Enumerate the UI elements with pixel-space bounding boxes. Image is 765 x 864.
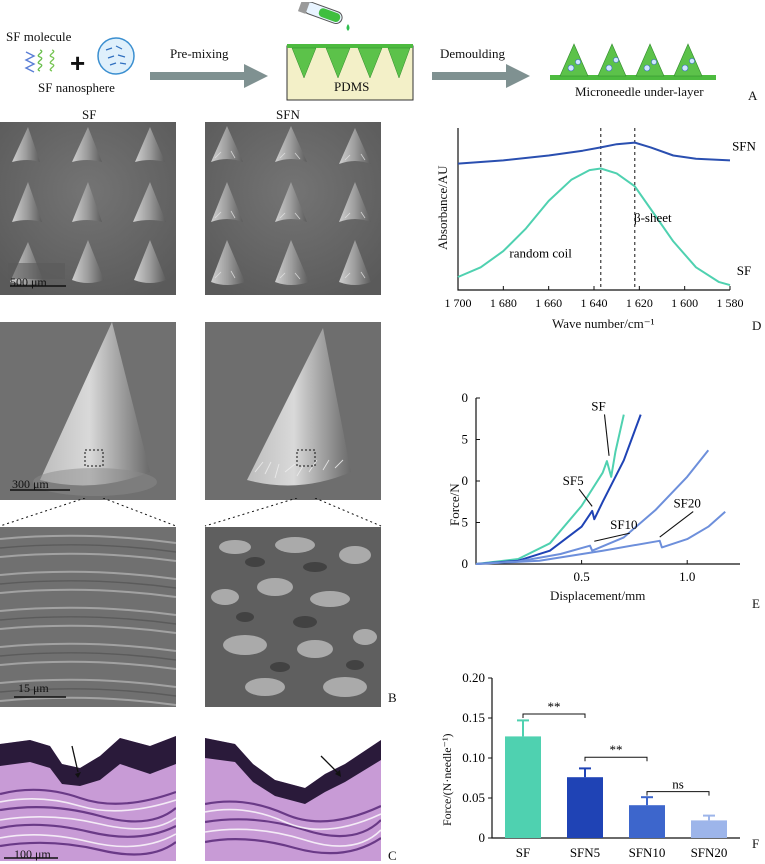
sem-image-sf-array — [0, 122, 176, 295]
ftir-xtick-label: 1 660 — [535, 296, 562, 310]
ftir-annotation-random-coil: random coil — [509, 246, 572, 261]
ftir-xtick-label: 1 600 — [671, 296, 698, 310]
bar-ytick-label: 0.05 — [462, 790, 485, 805]
significance-label: ns — [672, 777, 684, 792]
panel-letter-a: A — [748, 88, 758, 103]
bar-ytick-label: 0 — [479, 830, 486, 845]
sem-image-sfn-array — [205, 122, 381, 295]
premixing-arrow — [150, 64, 268, 88]
force-annotation: SF10 — [610, 517, 637, 532]
bar-ytick-label: 0.10 — [462, 750, 485, 765]
ftir-xtick-label: 1 580 — [717, 296, 744, 310]
force-annotation-arrow — [594, 532, 630, 542]
ftir-line-sfn — [457, 141, 731, 165]
nanosphere-icon — [97, 37, 135, 75]
scale-bar-500um: 500 μm — [10, 275, 47, 289]
panel-letter-e: E — [752, 596, 760, 611]
scale-bar-100um: 100 μm — [14, 847, 51, 861]
ftir-series-label: SF — [737, 263, 751, 278]
force-line-sf10 — [475, 449, 710, 565]
sem-image-sfn-single — [205, 322, 381, 500]
bar-sfn10 — [629, 805, 665, 838]
ftir-series-label: SFN — [732, 138, 756, 153]
force-annotation: SF20 — [673, 496, 700, 511]
force-annotation-arrow — [603, 414, 610, 456]
panel-letter-d: D — [752, 318, 762, 333]
force-xtick-label: 0.5 — [573, 569, 589, 584]
pdms-label: PDMS — [334, 79, 370, 94]
force-annotation: SF5 — [563, 473, 584, 488]
ftir-chart: 1 700 1 680 1 660 1 640 1 620 1 600 1 580 SFN SF… — [445, 128, 757, 310]
force-line-sf — [475, 414, 625, 565]
ftir-axes — [457, 128, 730, 291]
pdms-mould — [286, 44, 414, 101]
force-line-sf5 — [475, 414, 642, 565]
ftir-xtick-label: 1 620 — [626, 296, 653, 310]
force-annotation: SF — [591, 398, 605, 413]
sem-col-sfn: SFN — [276, 107, 300, 122]
sf-molecule-icon — [24, 49, 55, 73]
force-annotation-arrow — [659, 511, 694, 538]
panel-letter-f: F — [752, 836, 760, 851]
ftir-xtick-label: 1 680 — [490, 296, 517, 310]
ftir-annotation-beta-sheet: β-sheet — [634, 210, 672, 225]
significance-bracket — [584, 756, 648, 762]
sem-image-sfn-surface — [205, 527, 381, 707]
bar-sfn20 — [691, 820, 727, 838]
force-ytick-label: 5 — [462, 432, 469, 447]
force-ytick-label: 0 — [462, 556, 469, 571]
sf-nanosphere-label: SF nanosphere — [38, 80, 115, 95]
bar-ylabel: Force/(N·needle⁻¹) — [440, 733, 454, 826]
significance-bracket — [522, 713, 586, 718]
force-line-sf20 — [475, 510, 726, 565]
sem-col-sf: SF — [82, 107, 97, 122]
significance-label: ** — [610, 742, 623, 757]
bar-sfn5 — [567, 777, 603, 838]
force-ylabel: Force/N — [447, 483, 462, 526]
force-xtick-label: 1.0 — [679, 569, 695, 584]
bar-category-label: SFN20 — [691, 845, 728, 860]
force-per-needle-bar-chart: 0 0.05 0.10 0.15 0.20 SF SFN5 SFN10 SFN20 ** ** ns — [462, 670, 740, 860]
bar-ytick-label: 0.15 — [462, 710, 485, 725]
panel-letter-c: C — [388, 848, 397, 863]
zoom-guide-lines — [0, 498, 382, 527]
test-tube-icon — [297, 2, 350, 31]
bar-sf — [505, 736, 541, 838]
demoulding-label: Demoulding — [440, 46, 505, 61]
bar-category-label: SFN10 — [629, 845, 666, 860]
bar-category-label: SF — [516, 845, 530, 860]
significance-label: ** — [548, 699, 561, 714]
force-displacement-chart: 0 5 0 5 0 0.5 1.0 SF SF5 SF10 SF20 — [462, 390, 740, 584]
ftir-ylabel: Absorbance/AU — [435, 165, 450, 250]
plus-sign: + — [70, 48, 86, 78]
force-annotation-arrow — [578, 488, 593, 507]
bar-ytick-label: 0.20 — [462, 670, 485, 685]
ftir-xtick-label: 1 700 — [445, 296, 472, 310]
sem-image-sf-surface — [0, 527, 176, 707]
ftir-xtick-label: 1 640 — [581, 296, 608, 310]
histology-image-right — [205, 734, 381, 861]
force-xlabel: Displacement/mm — [550, 588, 646, 603]
force-axes — [475, 398, 740, 565]
bar-category-label: SFN5 — [570, 845, 600, 860]
significance-bracket — [646, 791, 710, 796]
sf-molecule-label: SF molecule — [6, 29, 72, 44]
schematic-panel: SF molecule + SF nanosphere Pre-mixing — [0, 0, 765, 112]
ftir-line-sf — [457, 167, 731, 287]
ftir-xlabel: Wave number/cm⁻¹ — [552, 316, 655, 331]
scale-bar-300um: 300 μm — [12, 477, 49, 491]
force-ytick-label: 0 — [462, 390, 469, 405]
sem-image-sf-single — [0, 322, 176, 500]
panel-letter-b: B — [388, 690, 397, 705]
underlayer-label: Microneedle under-layer — [575, 84, 704, 99]
histology-image-left — [0, 734, 176, 861]
force-ytick-label: 5 — [462, 515, 469, 530]
force-ytick-label: 0 — [462, 473, 469, 488]
microneedle-underlayer-icon — [550, 43, 716, 80]
demoulding-arrow — [432, 64, 530, 88]
premixing-label: Pre-mixing — [170, 46, 229, 61]
scale-bar-15um: 15 μm — [18, 681, 49, 695]
